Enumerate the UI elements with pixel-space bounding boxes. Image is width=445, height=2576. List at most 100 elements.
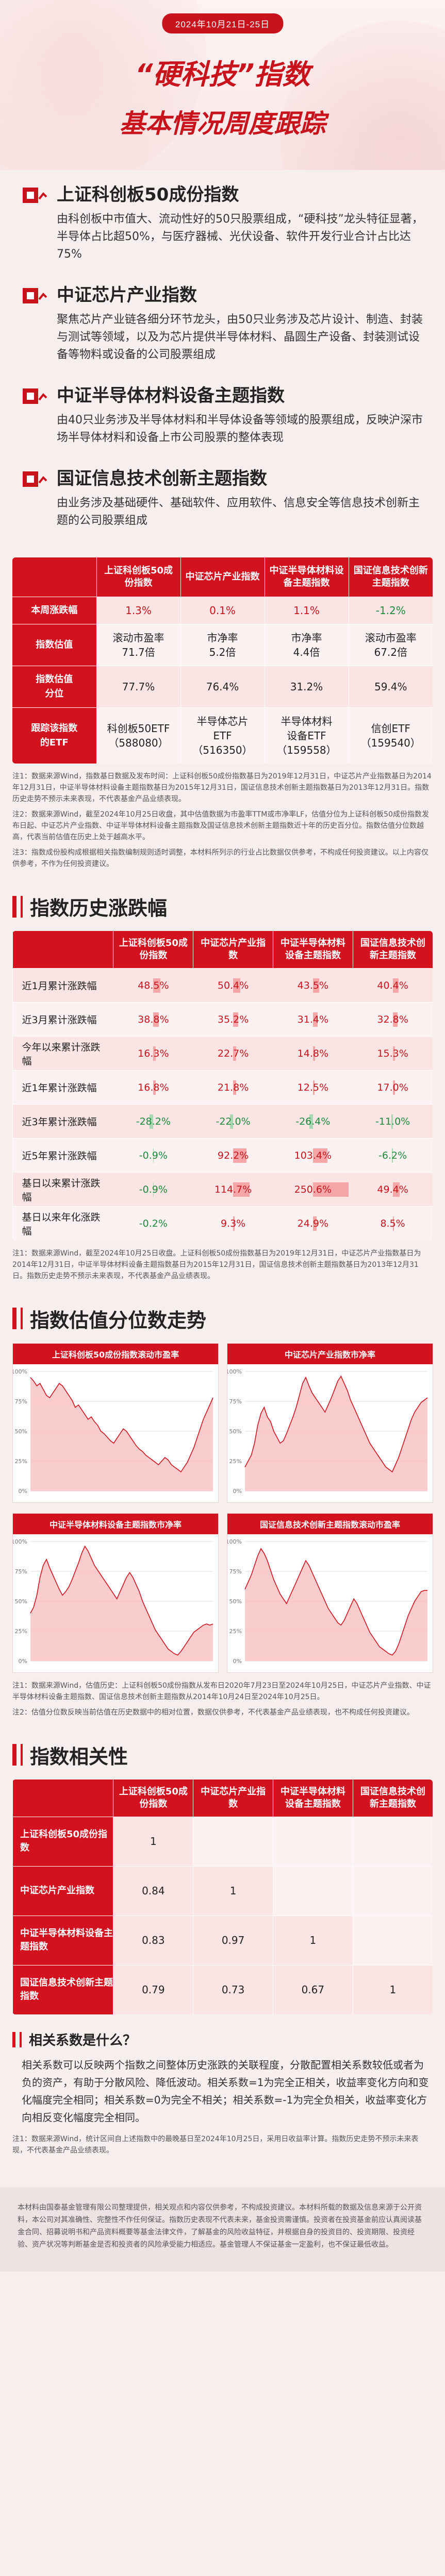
y-tick-label: 25% bbox=[15, 1458, 27, 1465]
table-cell: 市净率 4.4倍 bbox=[264, 624, 349, 666]
table-row: 基日以来累计涨跌幅 -0.9% 114.7% 250.6% 49.4% bbox=[12, 1172, 433, 1207]
positive-bar bbox=[312, 1046, 315, 1061]
row-header: 近1月累计涨跌幅 bbox=[12, 968, 113, 1003]
page-subtitle: 基本情况周度跟踪 bbox=[119, 109, 326, 139]
cell-value: 8.5% bbox=[380, 1217, 405, 1229]
explainer-question: 相关系数是什么？ bbox=[12, 2030, 433, 2049]
column-header: 国证信息技术创新主题指数 bbox=[348, 557, 433, 597]
section-title: 指数相关性 bbox=[30, 1745, 128, 1768]
table-cell: 38.8% bbox=[113, 1002, 193, 1037]
disclaimer-footer: 本材料由国泰基金管理有限公司整理提供，相关观点和内容仅供参考，不构成投资建议。本… bbox=[0, 2187, 445, 2272]
column-header: 中证半导体材料设备主题指数 bbox=[272, 1779, 353, 1817]
bar-cell: 16.8% bbox=[118, 1077, 189, 1098]
table-cell: 0.1% bbox=[180, 597, 265, 624]
valuation-chart-card: 国证信息技术创新主题指数滚动市盈率 0% 25% 50% 75% 100% bbox=[227, 1513, 433, 1673]
cell-value: -11.0% bbox=[375, 1115, 410, 1127]
note-text: 注1：数据来源Wind，估值历史：上证科创板50成份指数从发布日2020年7月2… bbox=[12, 1681, 431, 1701]
cell-value: -28.2% bbox=[136, 1115, 171, 1127]
y-tick-label: 75% bbox=[15, 1398, 27, 1405]
bar-cell: -0.2% bbox=[118, 1213, 189, 1234]
valuation-chart-card: 上证科创板50成份指数滚动市盈率 0% 25% 50% 75% 100% bbox=[12, 1343, 219, 1503]
negative-bar bbox=[391, 1148, 393, 1163]
positive-bar bbox=[233, 1080, 237, 1095]
table-row: 今年以来累计涨跌幅 16.3% 22.7% 14.8% 15.3% bbox=[12, 1036, 433, 1071]
correlation-cell bbox=[193, 1816, 273, 1866]
index-name: 中证芯片产业指数 bbox=[57, 285, 197, 306]
cell-value: 50.4% bbox=[217, 979, 249, 991]
chart-title: 中证半导体材料设备主题指数市净率 bbox=[13, 1513, 218, 1534]
table-cell: 14.8% bbox=[273, 1036, 353, 1071]
chart-title: 中证芯片产业指数市净率 bbox=[227, 1343, 433, 1364]
positive-bar bbox=[233, 1046, 237, 1061]
negative-bar bbox=[309, 1114, 313, 1129]
correlation-cell bbox=[352, 1816, 433, 1866]
table-row: 中证芯片产业指数 0.84 1 bbox=[12, 1866, 433, 1916]
index-item-4: 国证信息技术创新主题指数 由业务涉及基础硬件、基础软件、应用软件、信息安全等信息… bbox=[21, 464, 424, 530]
bar-cell: 15.3% bbox=[357, 1043, 428, 1064]
positive-bar bbox=[233, 1012, 238, 1027]
table-row: 指数估值 分位 77.7% 76.4% 31.2% 59.4% bbox=[12, 666, 433, 708]
correlation-explainer: 相关系数是什么？ 相关系数可以反映两个指数之间整体历史涨跌的关联程度，分散配置相… bbox=[12, 2030, 433, 2126]
table-row: 基日以来年化涨跌幅 -0.2% 9.3% 24.9% 8.5% bbox=[12, 1206, 433, 1241]
y-tick-label: 25% bbox=[229, 1458, 242, 1465]
table-cell: 1.3% bbox=[96, 597, 180, 624]
table-cell: 8.5% bbox=[353, 1206, 433, 1241]
y-tick-label: 75% bbox=[229, 1568, 242, 1575]
chip-icon bbox=[23, 188, 47, 203]
series-line bbox=[30, 1545, 213, 1655]
valuation-chart: 0% 25% 50% 75% 100% bbox=[227, 1368, 428, 1495]
bar-cell: 40.4% bbox=[357, 975, 428, 996]
table-cell: 半导体材料 设备ETF （159558） bbox=[264, 707, 349, 764]
cell-value: 9.3% bbox=[220, 1217, 246, 1229]
table-cell: 77.7% bbox=[96, 666, 180, 708]
correlation-cell: 1 bbox=[272, 1915, 353, 1965]
bar-cell: -0.9% bbox=[118, 1145, 189, 1166]
positive-bar bbox=[312, 1012, 318, 1027]
chip-icon bbox=[23, 471, 47, 487]
row-header: 基日以来累计涨跌幅 bbox=[12, 1172, 113, 1207]
table-corner bbox=[12, 931, 113, 969]
section-accent-bar bbox=[12, 1308, 17, 1329]
cell-value: 16.3% bbox=[138, 1047, 169, 1059]
section-title: 指数估值分位数走势 bbox=[30, 1309, 207, 1332]
positive-bar bbox=[153, 1080, 156, 1095]
performance-table-card: 上证科创板50成份指数 中证芯片产业指数 中证半导体材料设备主题指数 国证信息技… bbox=[12, 931, 433, 1241]
cell-value: 31.4% bbox=[297, 1013, 329, 1025]
section-accent-bar bbox=[21, 1308, 23, 1329]
section-valuation-heading: 指数估值分位数走势 bbox=[12, 1304, 433, 1333]
cell-value: 38.8% bbox=[138, 1013, 169, 1025]
table-row: 近3年累计涨跌幅 -28.2% -22.0% -26.4% -11.0% bbox=[12, 1104, 433, 1139]
table-cell: 103.4% bbox=[273, 1138, 353, 1173]
correlation-cell: 0.84 bbox=[113, 1866, 193, 1916]
valuation-notes: 注1：数据来源Wind，估值历史：上证科创板50成份指数从发布日2020年7月2… bbox=[12, 1680, 433, 1718]
table-cell: 76.4% bbox=[180, 666, 265, 708]
row-header: 中证半导体材料设备主题指数 bbox=[12, 1915, 113, 1965]
explainer-question-text: 相关系数是什么？ bbox=[29, 2033, 137, 2048]
cell-value: 48.5% bbox=[138, 979, 169, 991]
bar-cell: 22.7% bbox=[197, 1043, 269, 1064]
table-cell: -0.9% bbox=[113, 1138, 193, 1173]
overview-table-card: 上证科创板50成份指数 中证芯片产业指数 中证半导体材料设备主题指数 国证信息技… bbox=[12, 557, 433, 764]
cell-value: 40.4% bbox=[377, 979, 408, 991]
column-header: 中证半导体材料设备主题指数 bbox=[264, 557, 349, 597]
bar-cell: 43.5% bbox=[277, 975, 349, 996]
row-header: 近1年累计涨跌幅 bbox=[12, 1070, 113, 1105]
positive-bar bbox=[392, 1216, 394, 1231]
section-accent-bar bbox=[12, 895, 17, 918]
correlation-cell: 0.67 bbox=[272, 1964, 353, 2014]
table-cell: 31.2% bbox=[264, 666, 349, 708]
positive-bar bbox=[392, 1046, 395, 1061]
cell-value: 22.7% bbox=[217, 1047, 249, 1059]
correlation-cell: 0.83 bbox=[113, 1915, 193, 1965]
note-text: 注3：指数成份股构成根据相关指数编制规则适时调整，本材料所列示的行业占比数据仅供… bbox=[12, 849, 428, 868]
table-row: 近3月累计涨跌幅 38.8% 35.2% 31.4% 32.8% bbox=[12, 1002, 433, 1037]
correlation-cell: 0.97 bbox=[193, 1915, 273, 1965]
bar-cell: 35.2% bbox=[197, 1009, 269, 1030]
positive-bar bbox=[153, 1012, 159, 1027]
y-tick-label: 0% bbox=[19, 1488, 27, 1495]
table-cell: 半导体芯片 ETF （516350） bbox=[180, 707, 265, 764]
table-cell: -0.2% bbox=[113, 1206, 193, 1241]
positive-bar bbox=[312, 1216, 317, 1231]
section-accent-bar bbox=[21, 1744, 23, 1766]
table-cell: 114.7% bbox=[193, 1172, 273, 1207]
